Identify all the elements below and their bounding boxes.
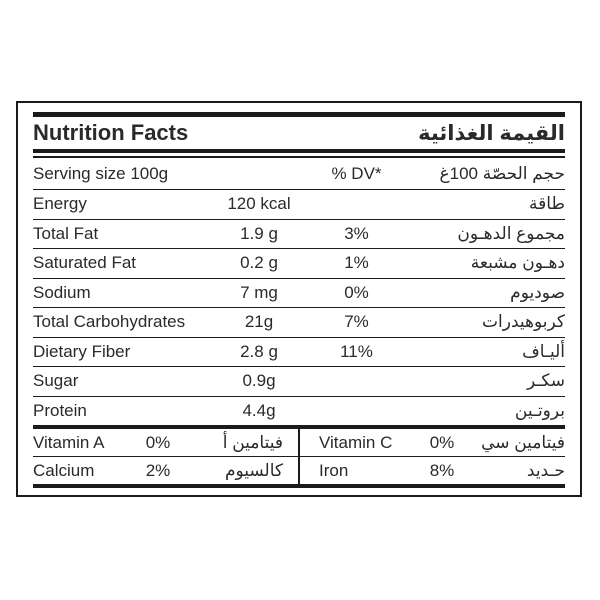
- nutrient-dv: 1%: [344, 253, 369, 273]
- nutrient-row-dietary-fiber: Dietary Fiber 2.8 g 11% أليـاف: [33, 338, 565, 367]
- top-spacer: [33, 103, 565, 112]
- row-separator: [33, 248, 565, 249]
- micro-name-en: Vitamin A: [33, 432, 105, 452]
- row-separator: [33, 218, 565, 220]
- micro-name-ar: كالسيوم: [224, 460, 283, 480]
- micro-dv: 2%: [145, 460, 171, 480]
- nutrient-name-en: Saturated Fat: [33, 253, 137, 273]
- nutrition-facts-label: Nutrition Facts القيمة الغذائية Serving …: [16, 101, 582, 497]
- row-separator: [33, 307, 565, 308]
- micro-cell-calcium: Calcium 2% كالسيوم: [33, 461, 299, 481]
- label-title-row: Nutrition Facts القيمة الغذائية: [33, 117, 565, 149]
- nutrient-name-ar: بروتـين: [514, 400, 565, 420]
- row-separator: [33, 395, 565, 397]
- nutrient-amount: 2.8 g: [240, 341, 278, 361]
- nutrient-amount: 7 mg: [240, 282, 278, 302]
- row-separator: [33, 336, 565, 338]
- micro-dv: 0%: [145, 432, 171, 452]
- nutrient-row-sugar: Sugar 0.9g سكـر: [33, 367, 565, 396]
- serving-size-row: Serving size 100g % DV* حجم الحصّة 100غ: [33, 158, 565, 189]
- serving-size-english: Serving size 100g: [33, 163, 169, 183]
- micro-dv: 8%: [429, 460, 455, 480]
- nutrient-name-en: Dietary Fiber: [33, 341, 131, 361]
- nutrient-name-en: Total Fat: [33, 223, 99, 243]
- title-english: Nutrition Facts: [33, 120, 189, 145]
- micro-cell-vitamin-a: Vitamin A 0% فيتامين أ: [33, 433, 299, 453]
- micro-cell-vitamin-c: Vitamin C 0% فيتامين سي: [299, 433, 565, 453]
- nutrient-dv: 7%: [344, 312, 369, 332]
- serving-size-arabic: حجم الحصّة 100غ: [439, 163, 565, 183]
- title-arabic: القيمة الغذائية: [418, 121, 565, 145]
- row-separator: [33, 189, 565, 190]
- nutrient-row-total-fat: Total Fat 1.9 g 3% مجموع الدهـون: [33, 220, 565, 249]
- micro-name-en: Vitamin C: [319, 432, 393, 452]
- nutrient-name-ar: صوديوم: [510, 282, 565, 302]
- nutrient-dv: 3%: [344, 223, 369, 243]
- nutrient-row-energy: Energy 120 kcal طاقة: [33, 190, 565, 219]
- nutrient-name-en: Energy: [33, 194, 87, 214]
- nutrient-amount: 120 kcal: [227, 194, 291, 214]
- nutrient-amount: 4.4g: [242, 400, 276, 420]
- micro-row-2: Calcium 2% كالسيوم Iron 8% حـديد: [33, 457, 565, 484]
- top-thick-rule: [33, 112, 565, 117]
- nutrient-name-ar: طاقة: [529, 194, 565, 214]
- nutrient-name-en: Sodium: [33, 282, 91, 302]
- nutrient-row-sodium: Sodium 7 mg 0% صوديوم: [33, 279, 565, 308]
- micro-name-ar: فيتامين أ: [222, 432, 283, 452]
- micro-name-en: Iron: [319, 460, 349, 480]
- nutrient-name-en: Total Carbohydrates: [33, 312, 186, 332]
- micro-row-1: Vitamin A 0% فيتامين أ Vitamin C 0% فيتا…: [33, 429, 565, 456]
- row-separator: [33, 277, 565, 279]
- micros-top-thick-rule: [33, 425, 565, 429]
- row-separator: [33, 366, 565, 367]
- nutrient-name-ar: مجموع الدهـون: [457, 223, 565, 243]
- nutrient-row-protein: Protein 4.4g بروتـين: [33, 397, 565, 426]
- nutrient-amount: 0.2 g: [240, 253, 278, 273]
- bottom-thick-rule: [33, 484, 565, 488]
- nutrient-name-ar: دهـون مشبعة: [470, 253, 565, 273]
- nutrient-amount: 0.9g: [242, 371, 276, 391]
- micro-cell-iron: Iron 8% حـديد: [299, 461, 565, 481]
- nutrient-row-saturated-fat: Saturated Fat 0.2 g 1% دهـون مشبعة: [33, 249, 565, 278]
- micro-dv: 0%: [429, 432, 455, 452]
- nutrient-name-en: Sugar: [33, 371, 79, 391]
- nutrient-row-total-carbohydrates: Total Carbohydrates 21g 7% كربوهيدرات: [33, 308, 565, 337]
- micro-name-ar: حـديد: [526, 460, 565, 480]
- micros-vertical-divider: [298, 429, 300, 484]
- nutrient-dv: 11%: [340, 341, 373, 361]
- micronutrients-section: Vitamin A 0% فيتامين أ Vitamin C 0% فيتا…: [33, 429, 565, 484]
- nutrient-name-ar: أليـاف: [522, 341, 565, 361]
- nutrient-dv: 0%: [344, 282, 369, 302]
- title-double-rule: [33, 149, 565, 158]
- nutrient-name-ar: كربوهيدرات: [482, 312, 565, 332]
- micro-name-en: Calcium: [33, 460, 95, 480]
- micro-name-ar: فيتامين سي: [481, 432, 565, 452]
- nutrient-name-en: Protein: [33, 400, 87, 420]
- nutrient-amount: 1.9 g: [240, 223, 278, 243]
- percent-dv-header: % DV*: [331, 163, 382, 183]
- nutrient-name-ar: سكـر: [527, 371, 565, 391]
- nutrient-amount: 21g: [244, 312, 274, 332]
